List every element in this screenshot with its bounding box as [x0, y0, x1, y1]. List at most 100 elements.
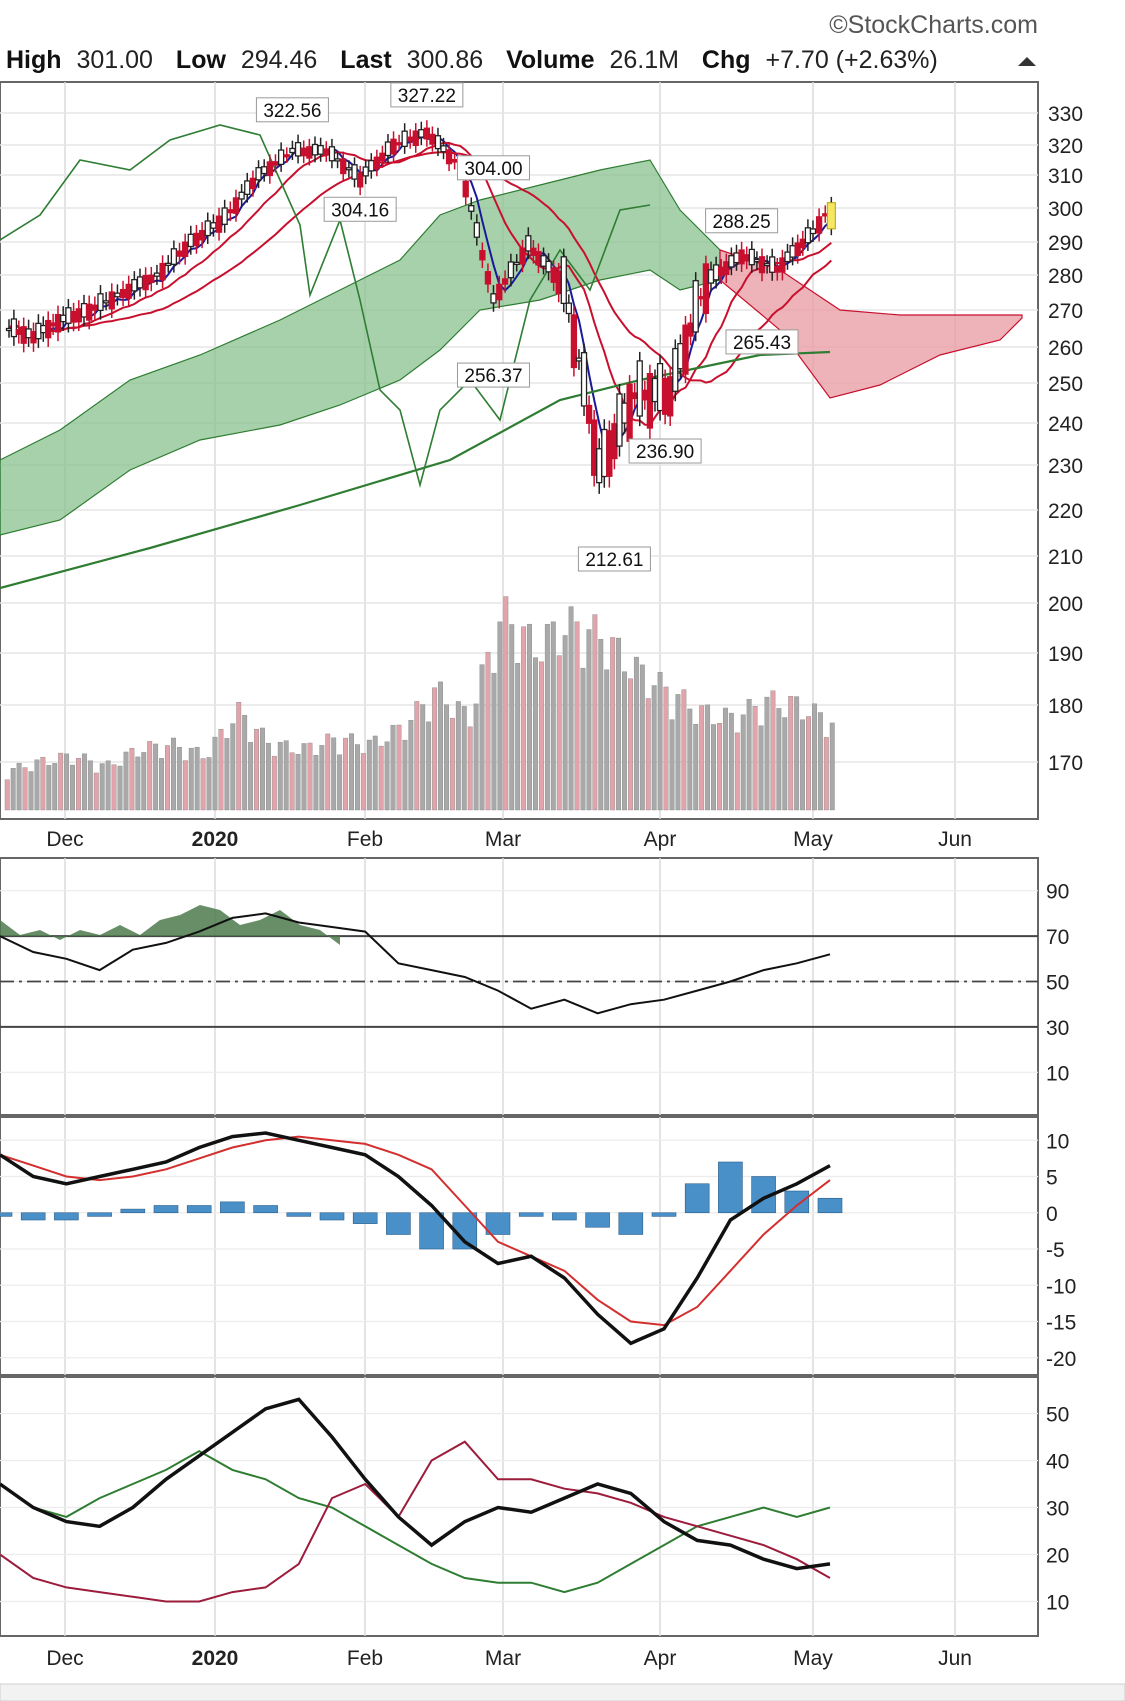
panel-tick-label: -20 [1046, 1348, 1076, 1371]
macd-histogram-bar [220, 1201, 245, 1214]
volume-bar [633, 656, 639, 811]
candle-body [328, 146, 336, 162]
candle-body [176, 250, 183, 257]
volume-bar [271, 755, 277, 811]
candle-body [723, 261, 730, 275]
panel-tick-label: -5 [1046, 1239, 1065, 1262]
candle-body [525, 235, 532, 252]
volume-bar [153, 743, 159, 811]
panel-tick-label: 10 [1046, 1130, 1069, 1153]
candle-body [479, 250, 486, 261]
callout-box [577, 546, 651, 572]
volume-bar [212, 736, 218, 811]
candle-body [580, 352, 588, 407]
volume-bar [40, 757, 46, 811]
volume-bar [758, 725, 764, 811]
macd-histogram-bar [419, 1212, 444, 1250]
price-tick-label: 220 [1048, 500, 1083, 523]
candle-body [10, 318, 18, 338]
panel-tick-label: 10 [1046, 1062, 1069, 1085]
candle-body [513, 261, 520, 266]
price-tick-label: 290 [1048, 232, 1083, 255]
candle-body [384, 141, 392, 157]
panel-tick-label: 5 [1046, 1167, 1058, 1190]
price-tick-label: 270 [1048, 300, 1083, 323]
volume-bar [354, 744, 360, 811]
candle-body [611, 423, 618, 460]
candle-body [601, 428, 608, 478]
callout-box [255, 97, 329, 123]
candle-body [631, 392, 638, 400]
volume-value: 26.1M [609, 46, 678, 74]
volume-bar [64, 753, 70, 811]
callout-box [456, 362, 530, 388]
volume-bar [479, 664, 485, 811]
volume-bar [194, 746, 200, 811]
volume-bar [176, 747, 182, 811]
volume-bar [734, 732, 740, 811]
rsi-panel: 90 70 50 30 10 [0, 881, 1069, 1085]
minus-di-line [0, 1440, 831, 1603]
macd-histogram-bar [784, 1190, 810, 1214]
candle-body [215, 215, 223, 233]
high-value: 301.00 [77, 46, 153, 74]
up-triangle-icon [1018, 57, 1036, 66]
volume-bar [93, 772, 99, 811]
macd-histogram-bar [518, 1212, 544, 1217]
volume-bar [295, 754, 301, 811]
macd-histogram-bar [153, 1205, 179, 1214]
candle-body [585, 404, 593, 424]
candle-body [575, 357, 583, 362]
volume-bar [307, 742, 313, 811]
candle-body [763, 262, 771, 267]
macd-panel-frame [0, 1116, 1039, 1376]
candle-body [769, 256, 776, 273]
candle-body [244, 180, 251, 195]
price-tick-label: 280 [1048, 265, 1083, 288]
volume-bar [135, 756, 141, 811]
candle-body [596, 448, 603, 484]
volume-bar [663, 686, 669, 811]
volume-bar [687, 708, 693, 811]
callout-box [725, 329, 799, 355]
candle-body [153, 272, 161, 277]
last-label: Last [340, 46, 392, 74]
candle-body [148, 274, 155, 284]
price-tick-label: 180 [1048, 695, 1083, 718]
candle-body [692, 280, 699, 333]
macd-line [0, 1131, 831, 1346]
volume-bar [283, 740, 289, 811]
candle-body [743, 254, 750, 262]
callout-box [705, 208, 779, 234]
candle-body [182, 241, 189, 258]
adx-panel: 50 40 30 20 10 [0, 1397, 1069, 1615]
candle-body [390, 138, 397, 155]
candle-body [108, 291, 115, 310]
volume-bar [188, 747, 194, 811]
low-label: Low [176, 46, 227, 74]
candle-body [418, 129, 425, 138]
candle-body [49, 322, 57, 327]
volume-bar [675, 694, 681, 811]
candle-body [165, 262, 172, 266]
volume-bar [533, 657, 538, 811]
candle-body [651, 377, 659, 403]
chg-value: +7.70 (+2.63%) [765, 46, 937, 74]
watermark-text: ©StockCharts.com [829, 11, 1038, 39]
candle-body [496, 283, 503, 301]
candle-body [249, 177, 257, 190]
high-label: High [6, 46, 62, 74]
candle-body [294, 141, 302, 157]
chg-label: Chg [702, 46, 751, 74]
volume-bar [438, 681, 443, 811]
ma-long-line [0, 350, 831, 590]
candle-body [40, 324, 47, 334]
candle-body [809, 228, 817, 235]
candle-body [317, 144, 324, 155]
candle-body [227, 209, 234, 214]
candle-body [373, 156, 381, 170]
x-axis-tick-label: 2020 [192, 1647, 239, 1670]
x-axis-tick-label: May [793, 1647, 833, 1670]
macd-histogram-bar [286, 1212, 312, 1217]
candle-body [60, 314, 67, 323]
